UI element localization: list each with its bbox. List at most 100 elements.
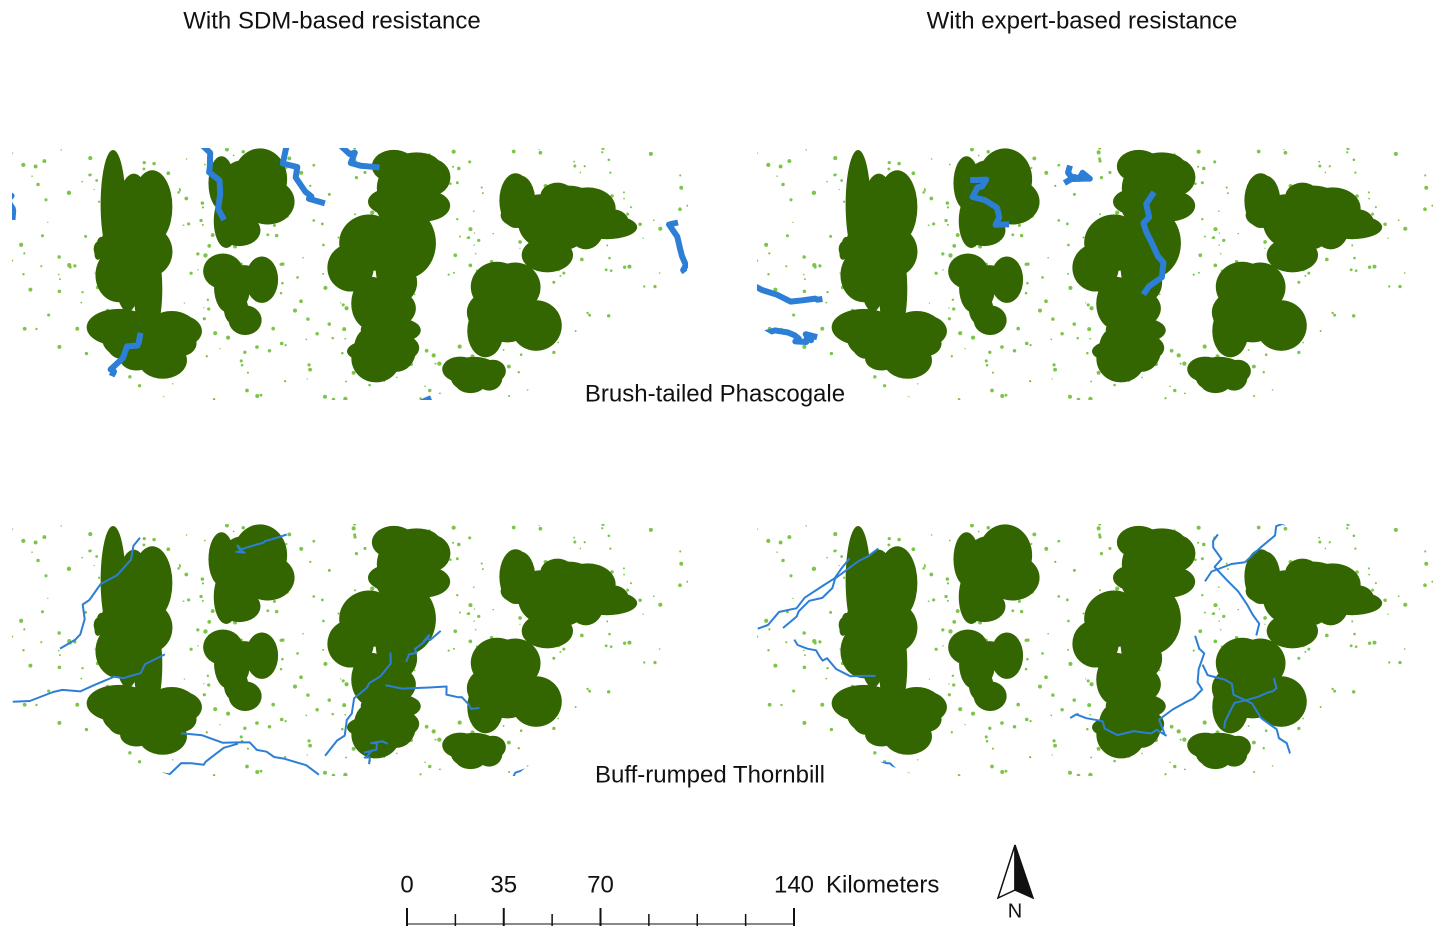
vegetation <box>213 331 217 335</box>
vegetation <box>1333 314 1336 317</box>
vegetation <box>653 219 655 221</box>
vegetation <box>457 167 461 171</box>
vegetation <box>830 352 833 355</box>
vegetation <box>1013 349 1017 353</box>
vegetation <box>825 678 827 680</box>
vegetation <box>85 728 88 731</box>
vegetation <box>1113 760 1116 763</box>
vegetation <box>812 191 816 195</box>
map-panel <box>0 104 697 474</box>
vegetation <box>396 377 398 379</box>
vegetation <box>958 707 962 711</box>
vegetation <box>213 398 216 401</box>
vegetation <box>804 654 806 656</box>
vegetation <box>1197 542 1199 544</box>
vegetation <box>935 648 938 651</box>
vegetation <box>468 536 471 539</box>
vegetation <box>425 725 429 729</box>
vegetation <box>924 189 926 191</box>
vegetation <box>756 636 758 638</box>
vegetation <box>1351 244 1353 246</box>
forest <box>124 602 172 653</box>
vegetation <box>177 191 180 194</box>
vegetation <box>453 272 455 274</box>
vegetation <box>988 727 991 730</box>
vegetation <box>275 610 278 613</box>
vegetation <box>787 159 791 163</box>
vegetation <box>520 729 523 732</box>
vegetation <box>202 206 204 208</box>
vegetation <box>789 574 792 577</box>
vegetation <box>1197 150 1201 154</box>
forest <box>832 309 897 346</box>
vegetation <box>1404 744 1406 746</box>
vegetation <box>211 233 215 237</box>
vegetation <box>676 759 677 760</box>
vegetation <box>1053 368 1057 372</box>
vegetation <box>1099 589 1101 591</box>
vegetation <box>929 302 930 303</box>
vegetation <box>1226 187 1228 189</box>
vegetation <box>1417 698 1421 702</box>
vegetation <box>477 239 480 242</box>
vegetation <box>459 612 461 614</box>
vegetation <box>56 378 59 381</box>
vegetation <box>482 568 484 570</box>
vegetation <box>28 288 32 292</box>
forest <box>1072 244 1118 292</box>
vegetation <box>658 603 662 607</box>
forest <box>540 559 574 586</box>
vegetation <box>1404 368 1406 370</box>
vegetation <box>687 348 690 351</box>
vegetation <box>623 191 625 193</box>
vegetation <box>98 577 100 579</box>
vegetation <box>1400 771 1404 775</box>
vegetation <box>1375 582 1377 584</box>
vegetation <box>312 164 315 167</box>
vegetation <box>213 707 217 711</box>
vegetation <box>203 253 207 257</box>
vegetation <box>1432 348 1435 351</box>
vegetation <box>1424 174 1426 176</box>
vegetation <box>284 380 286 382</box>
vegetation <box>23 628 25 630</box>
vegetation <box>42 159 46 163</box>
vegetation <box>679 550 681 552</box>
vegetation <box>202 600 204 602</box>
vegetation <box>1411 388 1413 390</box>
vegetation <box>820 327 824 331</box>
vegetation <box>1368 574 1370 576</box>
row-label: Buff-rumped Thornbill <box>595 761 825 788</box>
vegetation <box>539 388 543 392</box>
vegetation <box>1302 718 1304 720</box>
vegetation <box>1412 374 1414 376</box>
vegetation <box>1020 234 1023 237</box>
vegetation <box>69 266 72 269</box>
vegetation <box>768 703 772 707</box>
vegetation <box>94 565 95 566</box>
vegetation <box>1304 275 1306 277</box>
vegetation <box>1326 768 1330 772</box>
vegetation <box>1057 595 1060 598</box>
forest <box>846 609 857 629</box>
vegetation <box>47 222 48 223</box>
vegetation <box>610 645 613 648</box>
vegetation <box>1432 724 1435 727</box>
vegetation <box>767 273 769 275</box>
forest <box>482 672 532 718</box>
vegetation <box>756 260 758 262</box>
vegetation <box>656 745 658 747</box>
vegetation <box>1351 620 1353 622</box>
vegetation <box>958 331 962 335</box>
forest <box>327 244 373 292</box>
vegetation <box>1318 541 1321 544</box>
vegetation <box>81 667 83 669</box>
vegetation <box>1060 332 1063 335</box>
vegetation <box>605 268 608 271</box>
vegetation <box>952 299 954 301</box>
vegetation <box>527 389 529 391</box>
vegetation <box>337 613 339 615</box>
vegetation <box>601 527 603 529</box>
vegetation <box>643 661 645 663</box>
vegetation <box>601 147 604 150</box>
